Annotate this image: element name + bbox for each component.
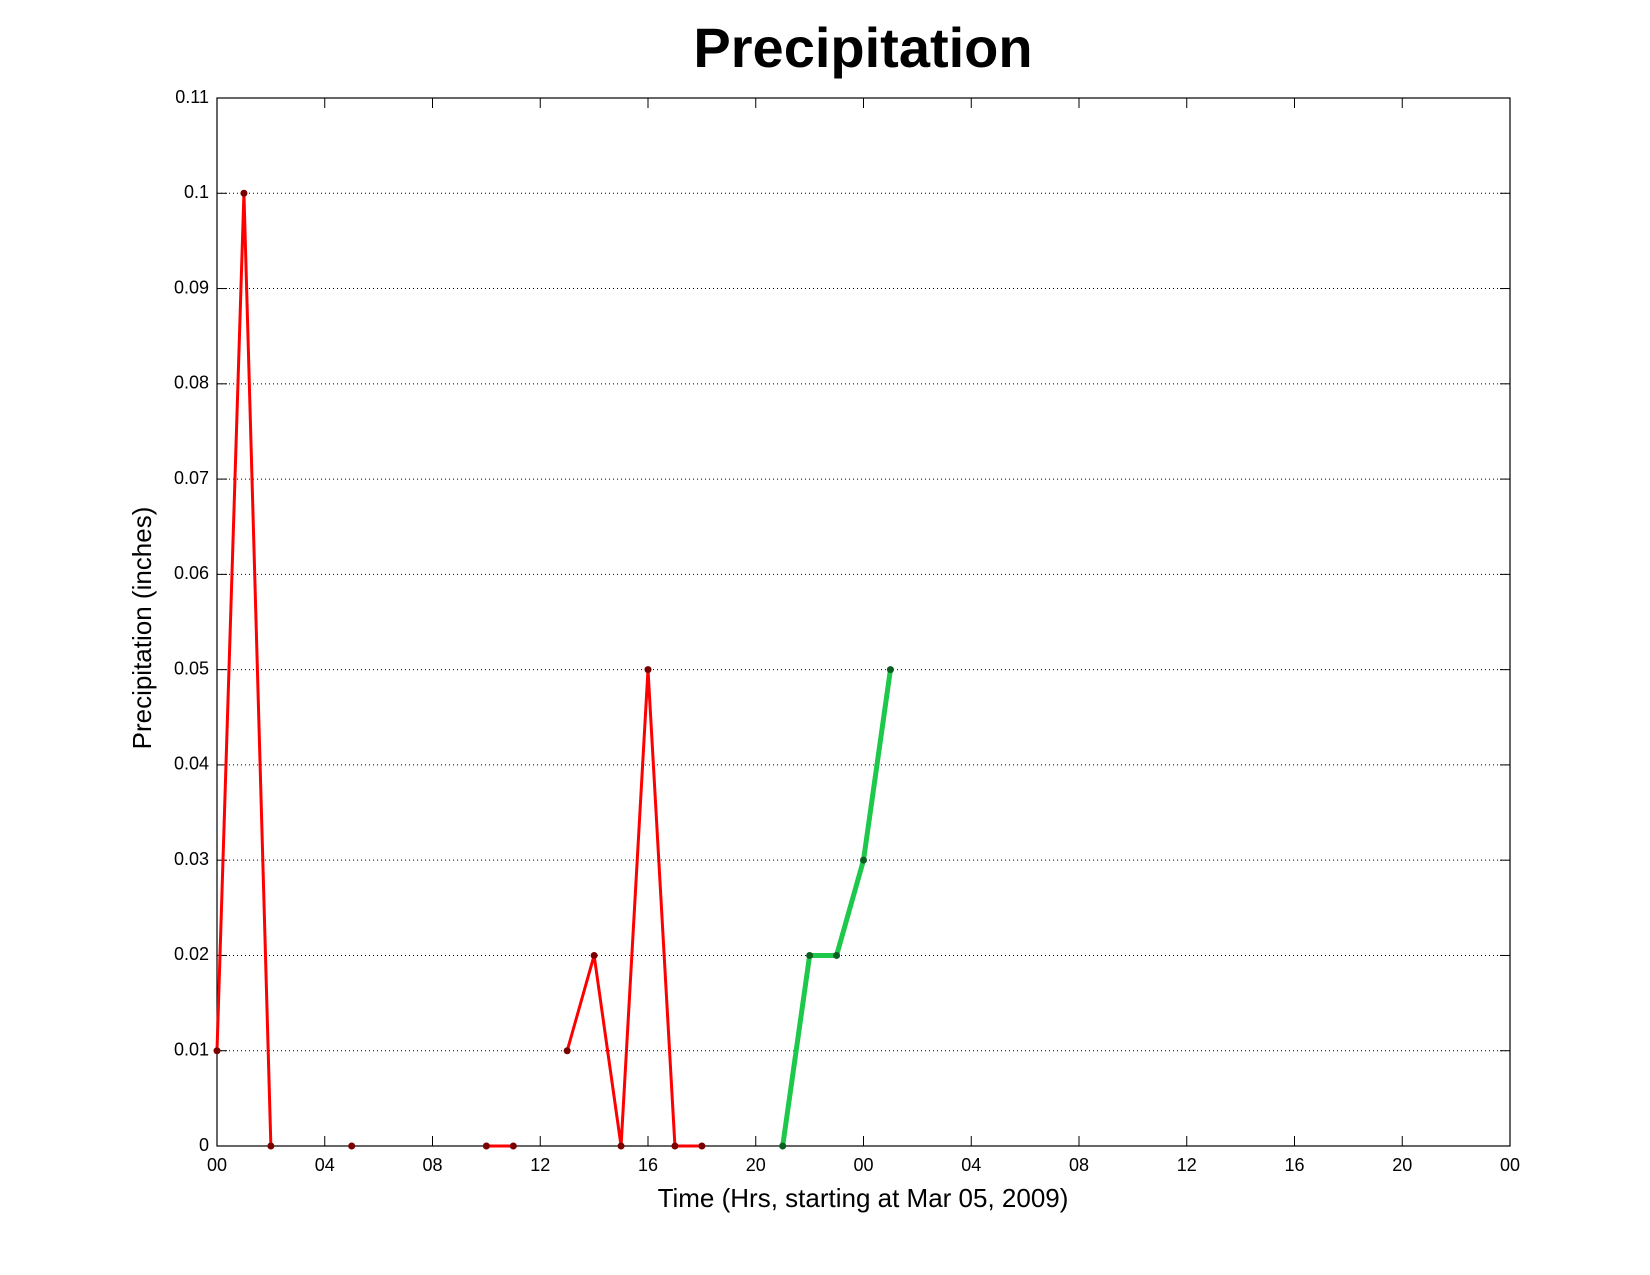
y-tick-label: 0.06 <box>174 563 209 583</box>
x-tick-label: 00 <box>853 1155 873 1175</box>
data-point <box>563 1047 571 1055</box>
data-point <box>779 1142 787 1150</box>
data-point <box>698 1142 706 1150</box>
x-tick-label: 20 <box>746 1155 766 1175</box>
x-tick-label: 16 <box>1284 1155 1304 1175</box>
data-point <box>213 1047 221 1055</box>
x-tick-label: 16 <box>638 1155 658 1175</box>
x-tick-label: 12 <box>1177 1155 1197 1175</box>
y-tick-label: 0 <box>199 1135 209 1155</box>
x-axis-label: Time (Hrs, starting at Mar 05, 2009) <box>658 1183 1069 1213</box>
data-point <box>806 951 814 959</box>
data-point <box>886 666 894 674</box>
x-tick-label: 04 <box>315 1155 335 1175</box>
data-point <box>267 1142 275 1150</box>
x-tick-label: 08 <box>422 1155 442 1175</box>
data-point <box>671 1142 679 1150</box>
x-tick-label: 08 <box>1069 1155 1089 1175</box>
plot-frame <box>216 97 1511 1147</box>
x-tick-label: 00 <box>1500 1155 1520 1175</box>
x-tick-label: 12 <box>530 1155 550 1175</box>
x-tick-label: 04 <box>961 1155 981 1175</box>
chart-title: Precipitation <box>693 16 1032 79</box>
y-tick-label: 0.03 <box>174 849 209 869</box>
data-point <box>240 189 248 197</box>
data-point <box>509 1142 517 1150</box>
y-tick-label: 0.09 <box>174 277 209 297</box>
x-tick-label: 00 <box>207 1155 227 1175</box>
y-tick-label: 0.11 <box>175 87 209 107</box>
y-axis-label: Precipitation (inches) <box>127 507 157 750</box>
x-tick-label: 20 <box>1392 1155 1412 1175</box>
data-point <box>644 666 652 674</box>
data-point <box>833 951 841 959</box>
data-point <box>617 1142 625 1150</box>
y-tick-label: 0.07 <box>174 468 209 488</box>
y-tick-label: 0.08 <box>174 373 209 393</box>
y-tick-label: 0.04 <box>174 754 209 774</box>
y-tick-label: 0.01 <box>174 1039 209 1059</box>
y-tick-label: 0.1 <box>184 182 209 202</box>
data-point <box>590 951 598 959</box>
plot-area <box>217 98 1510 1146</box>
data-point <box>482 1142 490 1150</box>
y-tick-label: 0.02 <box>174 944 209 964</box>
data-point <box>860 856 867 864</box>
y-tick-label: 0.05 <box>174 658 209 678</box>
data-point <box>348 1142 356 1150</box>
